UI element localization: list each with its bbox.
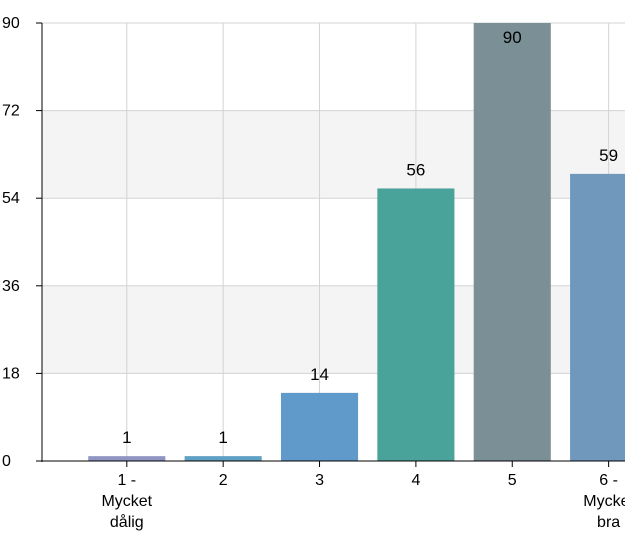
bar [473,23,551,461]
x-tick-label-line: Mycket [583,493,625,510]
x-tick-label-line: 2 [219,472,228,489]
bar [280,392,359,461]
x-tick-label: 2 [219,472,228,489]
data-label: 1 [218,428,227,447]
y-axis-ticks: 0 18 36 54 72 90 [2,15,42,470]
data-label: 1 [122,428,131,447]
data-label: 56 [406,160,425,179]
y-tick-label: 36 [2,278,20,295]
x-tick-label-line: bra [597,514,620,531]
bar [184,456,262,461]
x-tick-label: 5 [508,472,517,489]
bars [88,23,625,461]
bar [570,173,625,461]
x-tick-label-line: 6 - [599,472,618,489]
x-tick-label-line: 3 [315,472,324,489]
y-tick-label: 54 [2,190,20,207]
x-axis-ticks: 1 - Mycket dålig 2 3 4 5 6 - Mycket bra [101,461,625,531]
y-tick-label: 90 [2,15,20,32]
x-tick-label-line: dålig [110,513,144,531]
y-tick-label: 0 [2,453,11,470]
data-label: 14 [310,365,329,384]
data-labels: 1 1 14 56 90 59 [122,28,618,447]
x-tick-label: 4 [411,472,420,489]
x-tick-label: 1 - Mycket dålig [101,472,152,531]
bar [377,188,455,461]
x-tick-label-line: 1 - [117,472,136,489]
y-tick-label: 18 [2,365,20,382]
x-tick-label-line: 4 [411,472,420,489]
x-tick-label-line: 5 [508,472,517,489]
axes [36,23,625,462]
x-tick-label-line: Mycket [101,493,152,510]
data-label: 59 [599,146,618,165]
x-tick-label: 6 - Mycket bra [583,472,625,531]
x-tick-label: 3 [315,472,324,489]
y-tick-label: 72 [2,103,20,120]
data-label: 90 [503,28,522,47]
bar [88,456,166,461]
